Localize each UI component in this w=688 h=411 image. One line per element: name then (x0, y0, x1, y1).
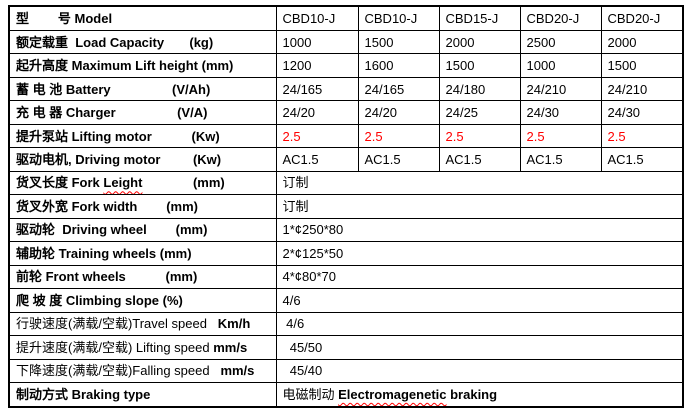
merged-value-cell: 订制 (275, 194, 684, 219)
table-row-load-capacity: 额定载重 Load Capacity (kg) 1000 1500 2000 2500 2… (8, 29, 684, 55)
value-cell: 2000 (600, 29, 684, 55)
row-label-training-wheels: 辅助轮 Training wheels (mm) (8, 241, 277, 266)
table-row-max-lift-height: 起升高度 Maximum Lift height (mm) 1200 1600 150… (8, 53, 684, 78)
table-row-climbing-slope: 爬 坡 度 Climbing slope (%) 4/6 (8, 288, 684, 313)
value-cell: 24/30 (600, 100, 684, 125)
merged-value-cell: 45/40 (275, 358, 684, 384)
value-cell: 24/20 (357, 100, 440, 125)
value-cell: 1500 (438, 53, 521, 78)
table-row-charger: 充 电 器 Charger (V/A) 24/20 24/20 24/25 24/30 2… (8, 100, 684, 125)
value-cell: 2000 (438, 29, 521, 55)
merged-value-cell: 电磁制动 Electromagenetic braking (275, 382, 684, 408)
merged-value-cell: 1*¢250*80 (275, 217, 684, 243)
row-label-fork-length: 货叉长度 Fork Leight (mm) (8, 170, 277, 196)
row-label-model: 型 号 Model (8, 5, 277, 31)
value-cell: 1200 (275, 53, 359, 78)
table-row-fork-width: 货叉外宽 Fork width (mm) 订制 (8, 194, 684, 219)
value-cell: 24/165 (357, 76, 440, 102)
row-label-fork-width: 货叉外宽 Fork width (mm) (8, 194, 277, 219)
value-cell: 2.5 (275, 123, 359, 149)
value-cell: 2.5 (357, 123, 440, 149)
table-row-front-wheels: 前轮 Front wheels (mm) 4*¢80*70 (8, 264, 684, 290)
table-row-driving-motor: 驱动电机, Driving motor (Kw) AC1.5 AC1.5 AC1.5 A… (8, 147, 684, 172)
table-row-training-wheels: 辅助轮 Training wheels (mm) 2*¢125*50 (8, 241, 684, 266)
merged-value-cell: 4*¢80*70 (275, 264, 684, 290)
row-label-load-capacity: 额定载重 Load Capacity (kg) (8, 29, 277, 55)
merged-value-cell: 4/6 (275, 311, 684, 337)
value-cell: 24/210 (600, 76, 684, 102)
row-label-travel-speed: 行驶速度(满载/空载)Travel speed Km/h (8, 311, 277, 337)
merged-value-cell: 4/6 (275, 288, 684, 313)
value-cell: 2.5 (519, 123, 602, 149)
table-row-driving-wheel: 驱动轮 Driving wheel (mm) 1*¢250*80 (8, 217, 684, 243)
value-cell: 1600 (357, 53, 440, 78)
table-row-model: 型 号 Model CBD10-J CBD10-J CBD15-J CBD20-J CBD… (8, 5, 684, 31)
table-row-falling-speed: 下降速度(满载/空载)Falling speed mm/s 45/40 (8, 358, 684, 384)
table-row-braking-type: 制动方式 Braking type 电磁制动 Electromagenetic b… (8, 382, 684, 408)
value-cell: 24/180 (438, 76, 521, 102)
value-cell: 24/165 (275, 76, 359, 102)
value-cell: CBD10-J (275, 5, 359, 31)
spec-table-body: 型 号 Model CBD10-J CBD10-J CBD15-J CBD20-J CBD… (8, 5, 684, 408)
table-row-travel-speed: 行驶速度(满载/空载)Travel speed Km/h 4/6 (8, 311, 684, 337)
value-cell: AC1.5 (438, 147, 521, 172)
merged-value-cell: 45/50 (275, 335, 684, 360)
merged-value-cell: 订制 (275, 170, 684, 196)
value-cell: CBD10-J (357, 5, 440, 31)
value-cell: CBD20-J (519, 5, 602, 31)
value-cell: CBD20-J (600, 5, 684, 31)
table-row-fork-length: 货叉长度 Fork Leight (mm) 订制 (8, 170, 684, 196)
row-label-driving-wheel: 驱动轮 Driving wheel (mm) (8, 217, 277, 243)
value-cell: AC1.5 (357, 147, 440, 172)
value-cell: AC1.5 (275, 147, 359, 172)
row-label-driving-motor: 驱动电机, Driving motor (Kw) (8, 147, 277, 172)
value-cell: 24/210 (519, 76, 602, 102)
row-label-charger: 充 电 器 Charger (V/A) (8, 100, 277, 125)
row-label-front-wheels: 前轮 Front wheels (mm) (8, 264, 277, 290)
value-cell: 1000 (275, 29, 359, 55)
value-cell: 2.5 (438, 123, 521, 149)
value-cell: 24/30 (519, 100, 602, 125)
row-label-climbing-slope: 爬 坡 度 Climbing slope (%) (8, 288, 277, 313)
merged-value-cell: 2*¢125*50 (275, 241, 684, 266)
value-cell: CBD15-J (438, 5, 521, 31)
row-label-falling-speed: 下降速度(满载/空载)Falling speed mm/s (8, 358, 277, 384)
value-cell: AC1.5 (600, 147, 684, 172)
table-row-lifting-speed: 提升速度(满载/空载) Lifting speed mm/s 45/50 (8, 335, 684, 360)
row-label-battery: 蓄 电 池 Battery (V/Ah) (8, 76, 277, 102)
value-cell: 1500 (600, 53, 684, 78)
table-row-lifting-motor: 提升泵站 Lifting motor (Kw) 2.5 2.5 2.5 2.5 2.5 (8, 123, 684, 149)
row-label-lifting-speed: 提升速度(满载/空载) Lifting speed mm/s (8, 335, 277, 360)
value-cell: 24/20 (275, 100, 359, 125)
row-label-max-lift-height: 起升高度 Maximum Lift height (mm) (8, 53, 277, 78)
spec-table: 型 号 Model CBD10-J CBD10-J CBD15-J CBD20-J CBD… (8, 5, 684, 408)
value-cell: 1000 (519, 53, 602, 78)
value-cell: AC1.5 (519, 147, 602, 172)
value-cell: 24/25 (438, 100, 521, 125)
value-cell: 2500 (519, 29, 602, 55)
spellcheck-squiggle-text: Electromagenetic (338, 387, 447, 403)
value-cell: 1500 (357, 29, 440, 55)
row-label-lifting-motor: 提升泵站 Lifting motor (Kw) (8, 123, 277, 149)
spellcheck-squiggle-text: Leight (103, 175, 143, 191)
row-label-braking-type: 制动方式 Braking type (8, 382, 277, 408)
table-row-battery: 蓄 电 池 Battery (V/Ah) 24/165 24/165 24/180 24… (8, 76, 684, 102)
value-cell: 2.5 (600, 123, 684, 149)
